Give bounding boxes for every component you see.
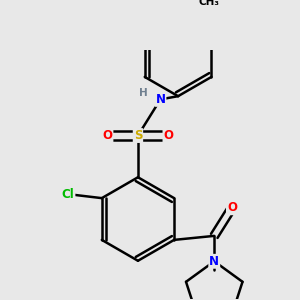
Text: CH₃: CH₃ <box>198 0 219 7</box>
Text: N: N <box>155 93 165 106</box>
Text: N: N <box>209 255 219 268</box>
Text: O: O <box>164 129 173 142</box>
Text: O: O <box>102 129 112 142</box>
Text: S: S <box>134 129 142 142</box>
Text: H: H <box>139 88 148 98</box>
Text: O: O <box>227 201 237 214</box>
Text: Cl: Cl <box>62 188 74 201</box>
